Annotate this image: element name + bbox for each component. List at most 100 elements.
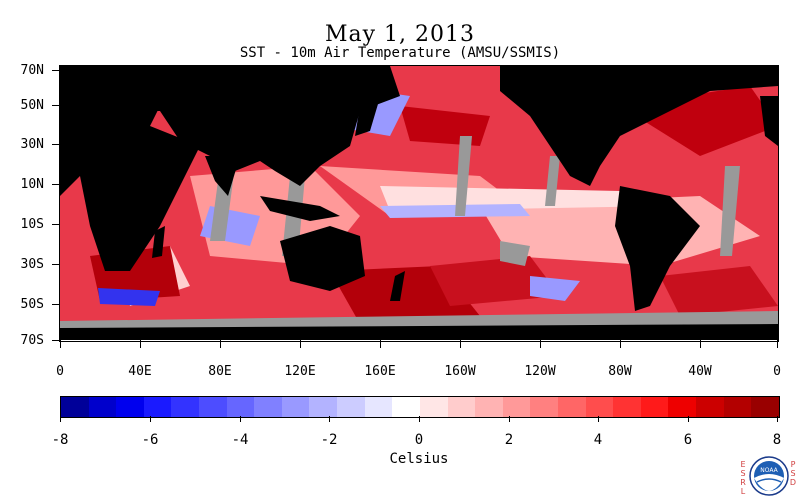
colorbar-cell (392, 397, 420, 417)
lat-tick (52, 70, 60, 71)
lon-label: 0 (773, 364, 781, 379)
hot-region (430, 256, 560, 306)
colorbar-cell (143, 397, 172, 417)
lat-label: 50N (20, 98, 44, 113)
lat-label: 10S (20, 217, 44, 232)
colorbar-cell (171, 397, 200, 417)
lat-label: 70S (20, 333, 44, 348)
lat-label: 70N (20, 63, 44, 78)
colorbar-cell (723, 397, 752, 417)
colorbar-label: -4 (231, 432, 249, 448)
land-antarctica (60, 324, 778, 340)
land-india (205, 156, 240, 196)
noaa-logo: NOAA (749, 456, 789, 496)
map-title: May 1, 2013 (324, 22, 476, 47)
missing-data (720, 166, 740, 256)
colorbar-title: Celsius (389, 451, 449, 467)
colorbar-cell (419, 397, 448, 417)
lon-tick (380, 340, 381, 348)
lat-tick (52, 340, 60, 341)
colorbar-cell (668, 397, 697, 417)
missing-data (455, 136, 472, 216)
lon-tick (460, 340, 461, 348)
colorbar-cell (475, 397, 503, 417)
cool-region (530, 276, 580, 301)
land-north-america (500, 66, 778, 186)
colorbar-tick (329, 416, 330, 422)
colorbar-cell (613, 397, 641, 417)
lon-tick (700, 340, 701, 348)
colorbar-cell (751, 397, 779, 417)
lon-label: 80E (208, 364, 232, 379)
colorbar-label: -6 (141, 432, 159, 448)
lat-label: 30S (20, 257, 44, 272)
land-arabia (150, 136, 195, 166)
lat-label: 30N (20, 137, 44, 152)
land-africa (60, 81, 200, 271)
lon-label: 40E (128, 364, 152, 379)
lat-tick (52, 304, 60, 305)
land-australia (280, 226, 365, 291)
neutral-region (380, 186, 660, 211)
land-indonesia (260, 196, 340, 221)
colorbar-cell (281, 397, 310, 417)
map-subtitle: SST - 10m Air Temperature (AMSU/SSMIS) (239, 45, 561, 61)
missing-data (545, 156, 560, 206)
lon-label: 80W (608, 364, 632, 379)
sst-anomaly-map (60, 66, 778, 340)
colorbar-cell (226, 397, 255, 417)
lat-tick (52, 184, 60, 185)
colorbar-cell (337, 397, 365, 417)
lon-tick (140, 340, 141, 348)
lon-label: 40W (688, 364, 712, 379)
lon-label: 120E (284, 364, 316, 379)
lon-tick (540, 340, 541, 348)
lon-tick (620, 340, 621, 348)
lat-label: 50S (20, 297, 44, 312)
land-japan (355, 104, 378, 136)
colorbar-label: 2 (504, 432, 514, 448)
colorbar-cell (640, 397, 669, 417)
colorbar-tick (509, 416, 510, 422)
colorbar-cell (254, 397, 282, 417)
missing-data (500, 241, 530, 266)
lat-tick (52, 224, 60, 225)
lon-tick (60, 340, 61, 348)
lat-tick (52, 144, 60, 145)
land-greenland (680, 66, 760, 91)
colorbar-cell (530, 397, 558, 417)
colorbar-cell (364, 397, 393, 417)
colorbar-label: 6 (683, 432, 693, 448)
land-madagascar (152, 226, 165, 258)
colorbar-label: 4 (593, 432, 603, 448)
lon-label: 0 (56, 364, 64, 379)
lon-label: 120W (524, 364, 556, 379)
colorbar-cell (88, 397, 117, 417)
hot-region (660, 266, 778, 316)
land-eurasia (60, 66, 400, 186)
land-new-zealand (390, 271, 405, 301)
svg-text:NOAA: NOAA (760, 467, 778, 474)
cool-region (380, 204, 530, 218)
colorbar (60, 396, 780, 418)
lat-tick (52, 105, 60, 106)
lon-tick (300, 340, 301, 348)
colorbar-cell (116, 397, 144, 417)
colorbar-tick (598, 416, 599, 422)
colorbar-tick (240, 416, 241, 422)
colorbar-tick (60, 416, 61, 422)
map-svg (60, 66, 778, 340)
colorbar-cell (696, 397, 724, 417)
colorbar-cell (557, 397, 586, 417)
colorbar-tick (777, 416, 778, 422)
lat-tick (52, 264, 60, 265)
colorbar-cell (61, 397, 89, 417)
lat-label: 10N (20, 177, 44, 192)
lon-tick (777, 340, 778, 348)
lon-tick (220, 340, 221, 348)
colorbar-tick (688, 416, 689, 422)
land-south-america (615, 186, 700, 311)
colorbar-label: 8 (772, 432, 782, 448)
